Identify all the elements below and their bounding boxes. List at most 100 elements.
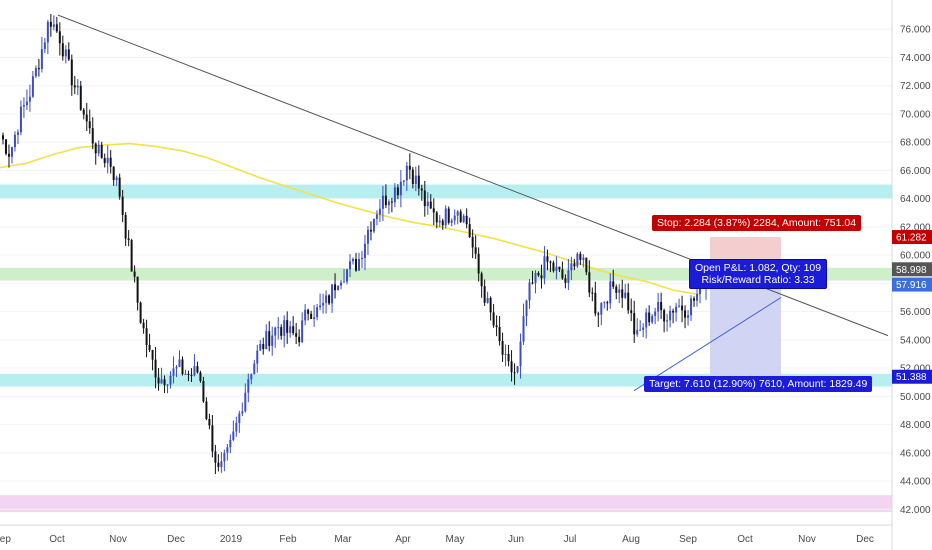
candle-down: [103, 158, 106, 164]
candle-down: [483, 286, 486, 303]
y-tick-label: 44.000: [900, 477, 931, 488]
candle-up: [76, 85, 79, 88]
price-tag-bg: [892, 262, 932, 277]
candle-down: [211, 425, 214, 452]
candle-up: [283, 320, 286, 336]
candle-up: [175, 366, 178, 369]
y-tick-label: 76.000: [900, 25, 931, 36]
candle-down: [58, 31, 61, 44]
candle-down: [94, 143, 97, 154]
candle-down: [681, 305, 684, 311]
candle-up: [319, 305, 322, 308]
candle-up: [220, 461, 223, 467]
candle-up: [504, 353, 507, 355]
candle-down: [82, 109, 85, 115]
candle-down: [214, 451, 217, 463]
candle-up: [106, 157, 109, 164]
candle-up: [259, 344, 262, 351]
candle-down: [384, 195, 387, 206]
candle-down: [7, 153, 10, 157]
candle-up: [393, 187, 396, 203]
candle-up: [570, 263, 573, 271]
candle-down: [477, 253, 480, 274]
candle-down: [447, 208, 450, 223]
y-tick-label: 52.000: [900, 364, 931, 375]
x-tick-label: Sep: [0, 534, 11, 545]
x-tick-label: Dec: [167, 534, 185, 545]
candle-down: [429, 201, 432, 209]
price-tag: 51.388: [892, 369, 932, 384]
target-label[interactable]: Target: 7.610 (12.90%) 7610, Amount: 182…: [644, 376, 873, 392]
price-tag-text: 58.998: [896, 265, 927, 276]
candle-up: [46, 21, 49, 43]
candle-up: [450, 220, 453, 223]
candle-down: [423, 190, 426, 207]
candle-up: [172, 368, 175, 376]
candle-up: [160, 379, 163, 384]
candle-up: [229, 439, 232, 448]
x-tick-label: Sep: [679, 534, 697, 545]
candle-up: [582, 257, 585, 260]
candle-up: [375, 214, 378, 219]
candle-up: [337, 285, 340, 291]
candle-up: [301, 320, 304, 343]
candle-up: [645, 312, 648, 328]
candle-up: [669, 310, 672, 321]
candle-down: [660, 302, 663, 311]
candle-down: [480, 273, 483, 287]
candle-down: [663, 310, 666, 322]
candle-down: [4, 139, 7, 154]
candle-down: [621, 289, 624, 298]
candle-up: [444, 208, 447, 226]
candle-up: [325, 295, 328, 303]
x-tick-label: Oct: [737, 534, 753, 545]
candle-up: [64, 49, 67, 57]
candle-down: [70, 59, 73, 86]
candle-up: [357, 259, 360, 271]
pnl-box[interactable]: Open P&L: 1.082, Qty: 109 Risk/Reward Ra…: [689, 259, 828, 289]
candle-up: [387, 201, 390, 206]
candle-up: [13, 134, 16, 148]
candle-up: [169, 375, 172, 385]
price-tag: 57.916: [892, 277, 932, 292]
candle-down: [459, 211, 462, 223]
candle-up: [678, 305, 681, 307]
candle-down: [67, 49, 70, 60]
candle-up: [636, 330, 639, 335]
candle-up: [274, 327, 277, 336]
candle-down: [112, 166, 115, 181]
y-tick-label: 72.000: [900, 81, 931, 92]
candle-down: [130, 240, 133, 272]
x-tick-label: Dec: [856, 534, 874, 545]
candle-down: [37, 68, 40, 70]
candle-down: [468, 224, 471, 238]
candle-up: [289, 326, 292, 333]
candle-down: [88, 121, 91, 129]
candle-down: [151, 349, 154, 360]
candle-down: [564, 278, 567, 283]
candle-down: [268, 331, 271, 346]
candle-down: [163, 379, 166, 386]
x-tick-label: Jun: [508, 534, 524, 545]
candle-down: [295, 333, 298, 337]
candle-down: [693, 298, 696, 301]
candle-down: [133, 271, 136, 277]
candle-down: [139, 302, 142, 323]
candle-up: [340, 282, 343, 286]
candle-up: [346, 269, 349, 282]
candle-down: [507, 353, 510, 362]
candle-up: [277, 327, 280, 329]
candle-down: [121, 196, 124, 215]
x-tick-label: Nov: [798, 534, 816, 545]
candle-up: [366, 229, 369, 244]
price-tag-text: 61.282: [896, 233, 927, 244]
stop-label[interactable]: Stop: 2.284 (3.87%) 2284, Amount: 751.04: [652, 215, 862, 231]
candle-up: [456, 211, 459, 216]
candle-up: [256, 350, 259, 364]
y-tick-label: 70.000: [900, 109, 931, 120]
candle-down: [501, 341, 504, 355]
y-tick-label: 50.000: [900, 392, 931, 403]
y-tick-label: 60.000: [900, 251, 931, 262]
x-tick-label: Jul: [564, 534, 577, 545]
candle-up: [528, 282, 531, 301]
